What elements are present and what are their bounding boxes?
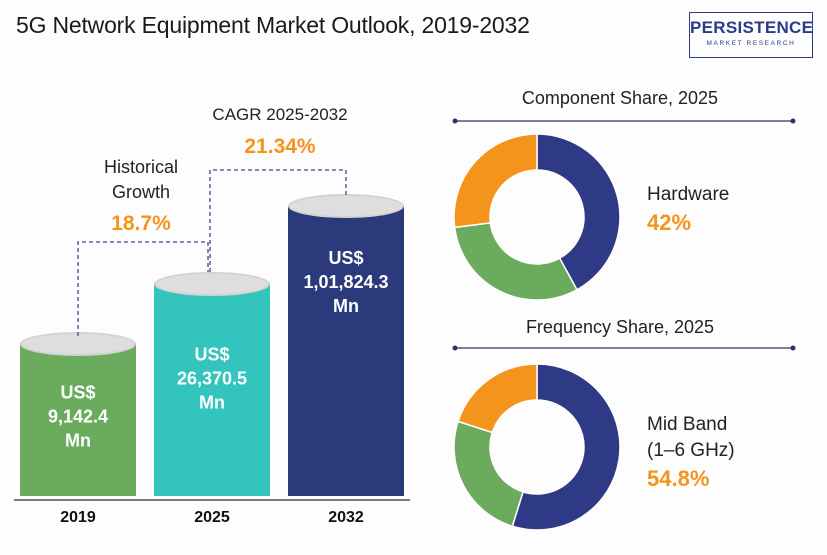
bar-value-label-2025: US$: [194, 344, 229, 364]
cagr-label: CAGR 2025-2032: [212, 105, 347, 124]
rule-endpoint-right: [790, 118, 796, 124]
donut-highlight-label: (1–6 GHz): [647, 440, 735, 461]
frequency-share-donut: Frequency Share, 2025 Mid Band (1–6 GHz) 54…: [452, 317, 796, 531]
x-tick-label-2025: 2025: [194, 509, 230, 526]
bar-value-label-2025: Mn: [199, 392, 225, 412]
donut-slice-2: [453, 133, 538, 229]
bar-top-inner-2019: [22, 334, 134, 354]
donut-slice-1: [453, 222, 579, 301]
brand-logo: PERSISTENCE MARKET RESEARCH: [689, 12, 813, 58]
historical-growth-connector: [77, 241, 209, 336]
bar-value-label-2019: 9,142.4: [48, 407, 108, 427]
donut-slice-0: [511, 363, 621, 531]
donut-highlight-label: Hardware: [647, 184, 729, 205]
bar-value-label-2032: Mn: [333, 296, 359, 316]
bar-value-label-2019: Mn: [65, 431, 91, 451]
donut-title: Frequency Share, 2025: [526, 317, 714, 337]
bar-value-label-2032: 1,01,824.3: [303, 272, 388, 292]
bar-chart: US$ 9,142.4 Mn 2019 US$ 26,370.5 Mn 2025 US$ 1,01…: [14, 105, 410, 526]
bar-2032: [288, 206, 404, 496]
rule-endpoint-right: [790, 345, 796, 351]
rule-endpoint-left: [452, 118, 458, 124]
historical-growth-label: Historical: [104, 157, 178, 177]
page-title: 5G Network Equipment Market Outlook, 201…: [16, 12, 530, 38]
logo-tagline: MARKET RESEARCH: [706, 40, 796, 47]
component-share-donut: Component Share, 2025 Hardware 42%: [452, 88, 796, 301]
logo-wordmark: PERSISTENCE: [690, 18, 814, 37]
donut-title: Component Share, 2025: [522, 88, 718, 108]
rule-endpoint-left: [452, 345, 458, 351]
donut-highlight-value: 54.8%: [647, 466, 709, 491]
donut-slice-0: [536, 133, 621, 291]
bar-top-inner-2032: [290, 196, 402, 216]
x-tick-label-2019: 2019: [60, 509, 96, 526]
donut-slice-1: [453, 420, 524, 528]
bar-value-label-2019: US$: [60, 383, 95, 403]
historical-growth-label: Growth: [112, 182, 170, 202]
historical-growth-value: 18.7%: [111, 212, 171, 235]
x-tick-label-2032: 2032: [328, 509, 364, 526]
cagr-connector: [209, 169, 347, 272]
cagr-value: 21.34%: [244, 135, 316, 158]
bar-value-label-2025: 26,370.5: [177, 368, 247, 388]
bar-top-inner-2025: [156, 274, 268, 294]
donut-slice-2: [457, 363, 538, 434]
bar-2019: [20, 344, 136, 496]
bar-value-label-2032: US$: [328, 248, 363, 268]
bar-2025: [154, 284, 270, 496]
donut-highlight-label: Mid Band: [647, 414, 727, 435]
donut-highlight-value: 42%: [647, 210, 691, 235]
